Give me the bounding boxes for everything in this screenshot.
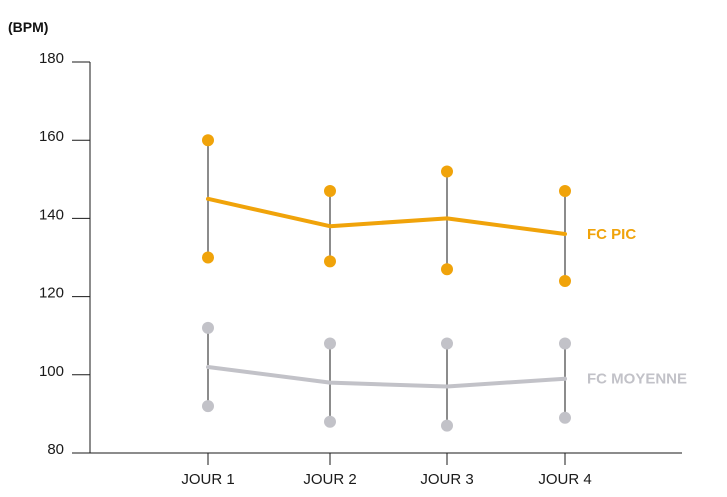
x-tick-label: JOUR 3	[420, 471, 473, 488]
low-point	[202, 251, 214, 264]
y-axis-unit-label: (BPM)	[8, 19, 48, 35]
low-point	[559, 411, 571, 424]
series-label: FC PIC	[587, 226, 636, 243]
x-tick-label: JOUR 1	[181, 471, 234, 488]
y-tick-label: 100	[39, 363, 64, 380]
high-point	[324, 337, 336, 350]
series-group: FC MOYENNE	[202, 321, 687, 432]
series-group: FC PIC	[202, 134, 636, 287]
high-point	[324, 185, 336, 198]
low-point	[324, 255, 336, 268]
series-line	[206, 364, 567, 389]
high-point	[202, 134, 214, 147]
high-point	[559, 337, 571, 350]
y-axis-ticks: 80 100 120 140 160 180	[39, 50, 90, 458]
y-tick-label: 80	[47, 441, 64, 458]
low-point	[559, 274, 571, 287]
x-axis-ticks: JOUR 1 JOUR 2 JOUR 3 JOUR 4	[181, 453, 592, 488]
low-point	[441, 263, 453, 276]
low-point	[324, 415, 336, 428]
series-label: FC MOYENNE	[587, 371, 687, 388]
high-point	[559, 185, 571, 198]
low-point	[202, 400, 214, 413]
high-point	[441, 337, 453, 350]
x-tick-label: JOUR 4	[538, 471, 591, 488]
high-point	[202, 321, 214, 334]
y-tick-label: 160	[39, 128, 64, 145]
x-tick-label: JOUR 2	[303, 471, 356, 488]
high-point	[441, 165, 453, 178]
axes	[89, 62, 682, 454]
series-marks: FC PIC FC MOYENNE	[202, 134, 687, 432]
series-line	[206, 196, 567, 237]
low-point	[441, 419, 453, 432]
y-tick-label: 120	[39, 285, 64, 302]
y-tick-label: 180	[39, 50, 64, 67]
y-tick-label: 140	[39, 206, 64, 223]
